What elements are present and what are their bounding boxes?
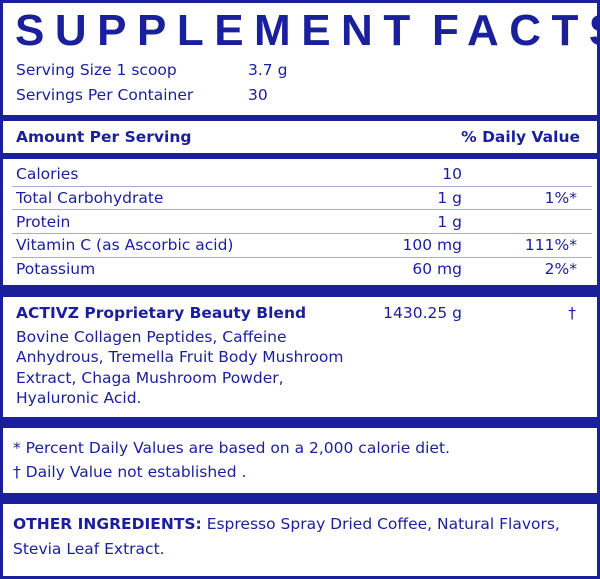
nutrient-name: Potassium bbox=[16, 260, 96, 278]
footnote-daily-values: * Percent Daily Values are based on a 2,… bbox=[13, 439, 450, 457]
divider-bar bbox=[0, 417, 600, 428]
divider-bar bbox=[0, 493, 600, 504]
footnote-not-established: † Daily Value not established . bbox=[13, 463, 247, 481]
blend-ingredients-line: Extract, Chaga Mushroom Powder, bbox=[16, 369, 284, 387]
nutrient-name: Protein bbox=[16, 213, 71, 231]
title-supplement: SUPPLEMENT bbox=[15, 6, 421, 55]
other-ingredients-line: OTHER INGREDIENTS: Espresso Spray Dried … bbox=[13, 514, 560, 534]
nutrient-amount: 1 g bbox=[437, 189, 462, 207]
blend-name: ACTIVZ Proprietary Beauty Blend bbox=[16, 304, 307, 322]
divider-bar bbox=[0, 285, 600, 297]
other-ingredients-label: OTHER INGREDIENTS: bbox=[13, 515, 202, 533]
amount-per-serving-header: Amount Per Serving bbox=[16, 128, 192, 146]
servings-per-container-label: Servings Per Container bbox=[16, 86, 194, 104]
nutrient-dv: 2%* bbox=[544, 260, 577, 278]
blend-amount: 1430.25 g bbox=[383, 304, 462, 322]
blend-ingredients-line: Bovine Collagen Peptides, Caffeine bbox=[16, 328, 287, 346]
blend-ingredients-line: Anhydrous, Tremella Fruit Body Mushroom bbox=[16, 348, 344, 366]
blend-ingredients-line: Hyaluronic Acid. bbox=[16, 389, 142, 407]
row-rule bbox=[12, 257, 592, 258]
nutrient-amount: 1 g bbox=[437, 213, 462, 231]
row-rule bbox=[12, 233, 592, 234]
nutrient-name: Vitamin C (as Ascorbic acid) bbox=[16, 236, 234, 254]
nutrient-dv: 1%* bbox=[544, 189, 577, 207]
nutrient-name: Calories bbox=[16, 165, 79, 183]
divider-bar bbox=[0, 115, 600, 121]
daily-value-header: % Daily Value bbox=[461, 128, 580, 146]
blend-dv: † bbox=[568, 304, 576, 322]
other-ingredients-text: Espresso Spray Dried Coffee, Natural Fla… bbox=[201, 515, 560, 533]
serving-size-value: 3.7 g bbox=[248, 61, 288, 79]
servings-per-container-value: 30 bbox=[248, 86, 268, 104]
nutrient-amount: 100 mg bbox=[402, 236, 462, 254]
nutrient-amount: 60 mg bbox=[412, 260, 462, 278]
serving-size-label: Serving Size 1 scoop bbox=[16, 61, 177, 79]
row-rule bbox=[12, 186, 592, 187]
row-rule bbox=[12, 209, 592, 210]
nutrient-dv: 111%* bbox=[524, 236, 577, 254]
nutrient-amount: 10 bbox=[442, 165, 462, 183]
nutrient-name: Total Carbohydrate bbox=[16, 189, 164, 207]
divider-bar bbox=[0, 153, 600, 159]
other-ingredients-line-2: Stevia Leaf Extract. bbox=[13, 540, 165, 558]
